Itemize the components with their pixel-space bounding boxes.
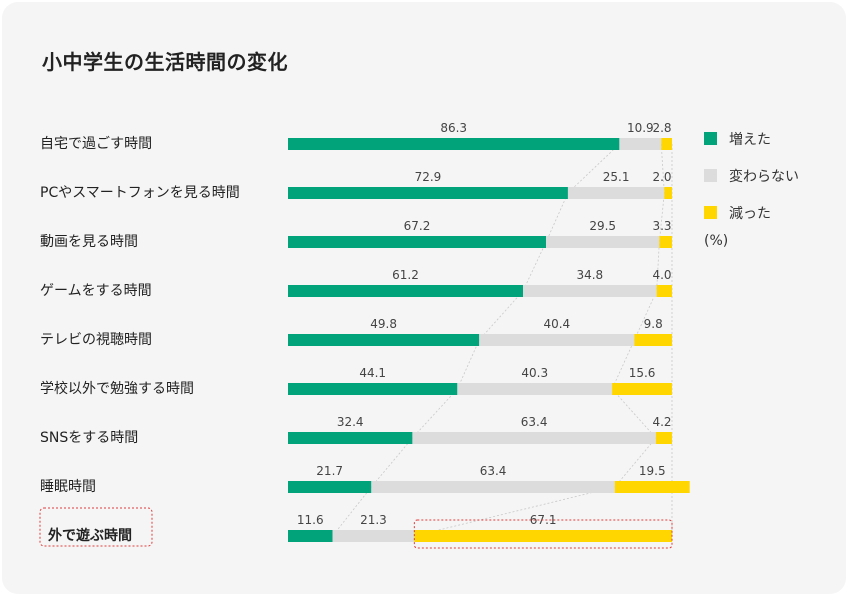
data-label-unchanged: 63.4 (521, 415, 548, 429)
data-label-decreased: 15.6 (629, 366, 656, 380)
data-label-increased: 21.7 (316, 464, 343, 478)
data-label-unchanged: 25.1 (603, 170, 630, 184)
legend-swatch-unchanged (704, 169, 717, 182)
data-label-increased: 44.1 (359, 366, 386, 380)
bar-segment-unchanged (412, 432, 656, 444)
legend-item-increased: 増えた (704, 120, 799, 157)
bar-segment-decreased (614, 481, 690, 493)
legend-item-unchanged: 変わらない (704, 157, 799, 194)
category-label: 学校以外で勉強する時間 (40, 380, 194, 397)
bar-segment-unchanged (546, 236, 660, 248)
bar-segment-increased (288, 481, 372, 493)
bar-segment-decreased (661, 138, 672, 150)
legend-unit: (%) (704, 233, 729, 249)
category-label: 睡眠時間 (40, 479, 96, 495)
data-label-decreased: 2.0 (652, 170, 671, 184)
bar-segment-unchanged (332, 530, 415, 542)
bar-segment-increased (288, 187, 568, 199)
category-label: 動画を見る時間 (40, 234, 138, 250)
bar-segment-unchanged (523, 285, 657, 297)
data-label-unchanged: 34.8 (576, 268, 603, 282)
data-label-unchanged: 10.9 (627, 121, 654, 135)
legend-swatch-increased (704, 132, 717, 145)
bar-segment-decreased (659, 236, 672, 248)
data-label-increased: 11.6 (297, 513, 324, 527)
bar-segment-unchanged (619, 138, 662, 150)
data-label-increased: 32.4 (337, 415, 364, 429)
bar-segment-unchanged (457, 383, 613, 395)
category-label: テレビの視聴時間 (40, 332, 152, 348)
legend-label-decreased: 減った (729, 205, 771, 222)
bar-segment-unchanged (371, 481, 615, 493)
data-label-decreased: 2.8 (652, 121, 671, 135)
category-label: ゲームをする時間 (40, 283, 152, 299)
bar-segment-decreased (414, 530, 672, 542)
bar-segment-increased (288, 285, 524, 297)
bar-segment-increased (288, 432, 413, 444)
bar-segment-unchanged (479, 334, 635, 346)
data-label-unchanged: 29.5 (589, 219, 616, 233)
legend-label-unchanged: 変わらない (729, 168, 799, 185)
highlight-box-segment (413, 519, 673, 549)
bar-segment-decreased (634, 334, 672, 346)
bar-segment-increased (288, 383, 458, 395)
legend-label-increased: 増えた (729, 131, 771, 148)
highlight-box-category (39, 507, 153, 547)
data-label-increased: 86.3 (440, 121, 467, 135)
data-label-unchanged: 63.4 (480, 464, 507, 478)
category-label: 自宅で過ごす時間 (40, 136, 152, 152)
legend-swatch-decreased (704, 206, 717, 219)
bar-segment-decreased (664, 187, 672, 199)
data-label-increased: 49.8 (370, 317, 397, 331)
bar-segment-decreased (656, 285, 672, 297)
bar-segment-unchanged (567, 187, 665, 199)
data-label-unchanged: 40.4 (543, 317, 570, 331)
data-label-increased: 67.2 (404, 219, 431, 233)
category-label: 外で遊ぶ時間 (48, 527, 132, 544)
data-label-unchanged: 40.3 (521, 366, 548, 380)
data-label-decreased: 4.0 (652, 268, 671, 282)
bar-segment-increased (288, 334, 480, 346)
legend-item-decreased: 減った (704, 194, 799, 231)
data-label-decreased: 9.8 (644, 317, 663, 331)
data-label-unchanged: 21.3 (360, 513, 387, 527)
data-label-decreased: 4.2 (652, 415, 671, 429)
bar-segment-decreased (612, 383, 672, 395)
chart-title: 小中学生の生活時間の変化 (42, 50, 288, 74)
category-label: PCやスマートフォンを見る時間 (40, 185, 240, 201)
legend: 増えた 変わらない 減った (%) (704, 120, 799, 249)
bar-segment-increased (288, 236, 547, 248)
bar-segment-increased (288, 138, 620, 150)
data-label-decreased: 19.5 (639, 464, 666, 478)
category-label: SNSをする時間 (40, 430, 138, 446)
bar-segment-increased (288, 530, 333, 542)
bar-segment-decreased (655, 432, 672, 444)
data-label-increased: 61.2 (392, 268, 419, 282)
data-label-decreased: 3.3 (652, 219, 671, 233)
data-label-increased: 72.9 (415, 170, 442, 184)
